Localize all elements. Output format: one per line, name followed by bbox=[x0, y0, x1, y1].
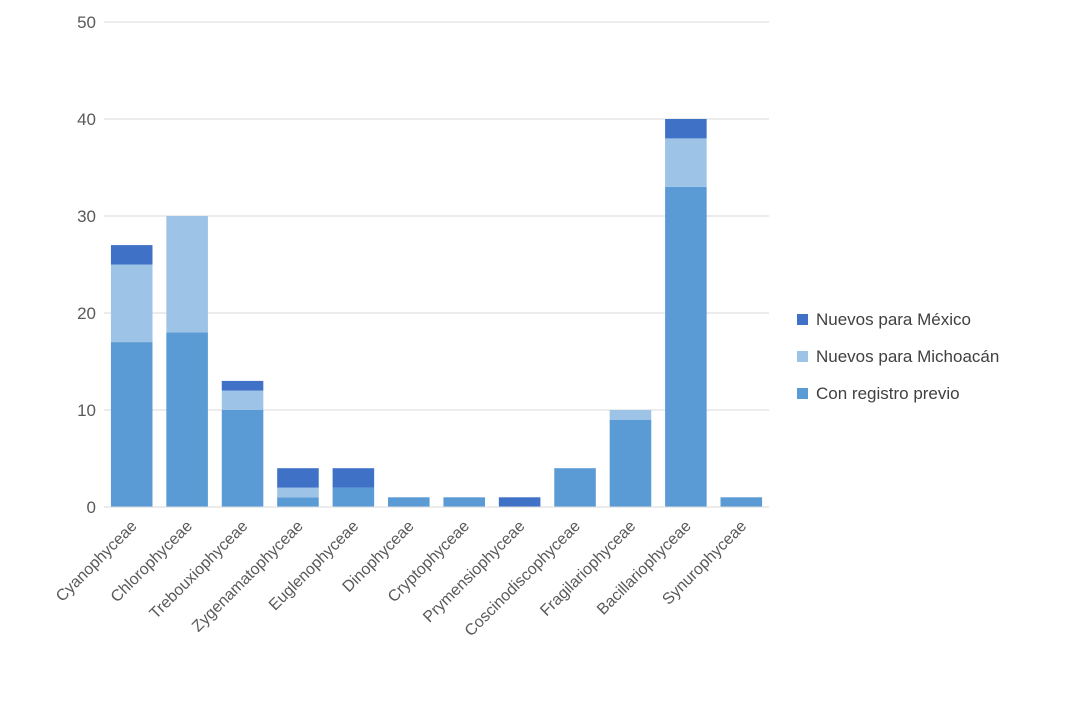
bar-segment bbox=[221, 410, 264, 507]
bar-segment bbox=[609, 410, 652, 420]
bar-segment bbox=[332, 487, 375, 507]
bar-segment bbox=[221, 390, 264, 410]
bar-segment bbox=[498, 497, 541, 507]
bar-segment bbox=[443, 497, 485, 507]
y-tick-label: 10 bbox=[77, 401, 96, 420]
bar-segment bbox=[166, 332, 208, 507]
bar-segment bbox=[609, 419, 652, 507]
bar-segment bbox=[720, 497, 763, 507]
bar-segment bbox=[110, 245, 153, 265]
bar-segment bbox=[388, 497, 430, 507]
y-tick-label: 0 bbox=[87, 498, 96, 517]
legend-label: Nuevos para Michoacán bbox=[816, 347, 999, 366]
bar-segment bbox=[277, 468, 319, 488]
legend-label: Nuevos para México bbox=[816, 310, 971, 329]
legend: Nuevos para México Nuevos para Michoacán C… bbox=[797, 310, 999, 403]
bar-segment bbox=[221, 380, 264, 391]
y-tick-label: 50 bbox=[77, 13, 96, 32]
bar-segment bbox=[332, 468, 375, 488]
bar-segment bbox=[665, 138, 707, 187]
gridlines bbox=[104, 21, 769, 411]
legend-label: Con registro previo bbox=[816, 384, 960, 403]
y-tick-label: 20 bbox=[77, 304, 96, 323]
bar-segment bbox=[554, 468, 596, 507]
y-tick-label: 40 bbox=[77, 110, 96, 129]
x-axis-labels: CyanophyceaeChlorophyceaeTrebouxiophycea… bbox=[53, 518, 750, 640]
bars bbox=[110, 119, 763, 507]
legend-swatch bbox=[797, 351, 808, 362]
bar-segment bbox=[166, 216, 208, 333]
y-tick-label: 30 bbox=[77, 207, 96, 226]
bar-segment bbox=[665, 119, 707, 139]
bar-segment bbox=[110, 264, 153, 343]
y-axis-ticks: 0 10 20 30 40 50 bbox=[77, 13, 96, 517]
bar-segment bbox=[277, 487, 319, 498]
bar-segment bbox=[665, 186, 707, 507]
x-tick-label: Prymensiophyceae bbox=[420, 518, 528, 626]
x-tick-label: Trebouxiophyceae bbox=[147, 518, 252, 623]
legend-swatch bbox=[797, 314, 808, 325]
bar-segment bbox=[110, 342, 153, 507]
x-tick-label: Bacillariophyceae bbox=[594, 518, 695, 619]
x-tick-label: Zygenamatophyceae bbox=[189, 518, 307, 636]
bar-segment bbox=[277, 497, 319, 507]
x-tick-label: Fragilariophyceae bbox=[537, 518, 639, 620]
legend-swatch bbox=[797, 388, 808, 399]
